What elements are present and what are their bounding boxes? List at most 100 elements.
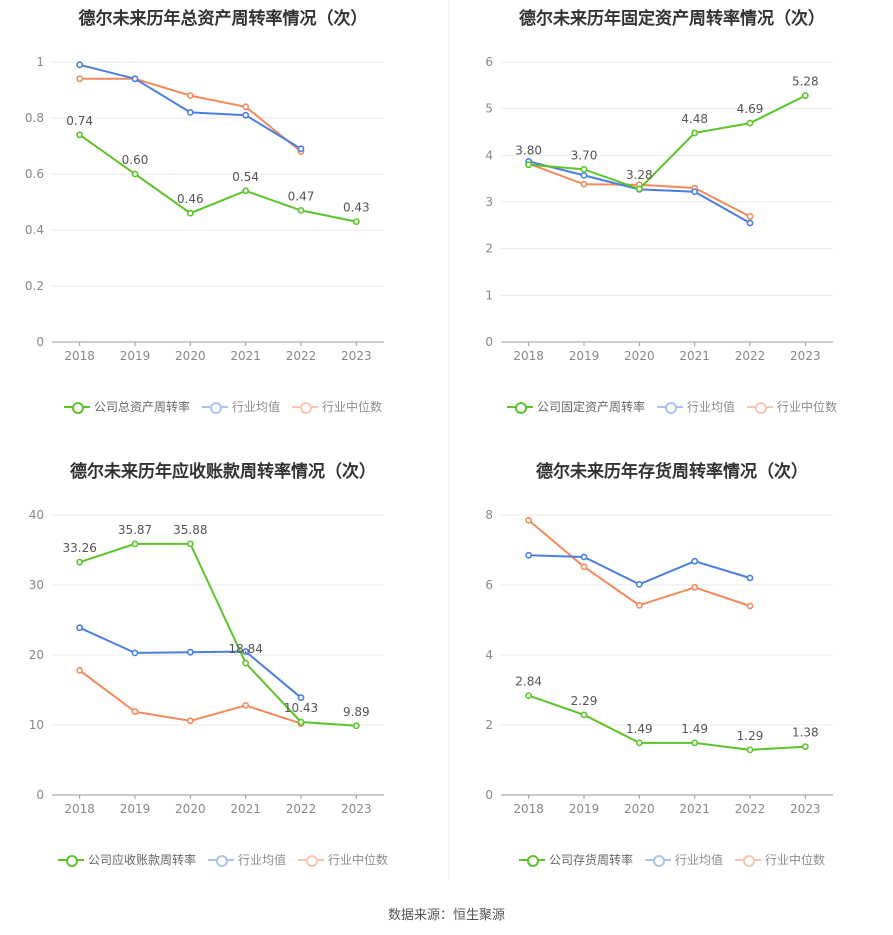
y-tick-label: 40 — [29, 508, 44, 522]
x-tick-label: 2019 — [120, 802, 151, 816]
legend-marker-icon — [298, 853, 324, 867]
legend-marker-icon — [518, 853, 545, 867]
data-source-note: 数据来源：恒生聚源 — [387, 908, 505, 923]
legend-label: 行业均值 — [231, 400, 280, 414]
legend-item-industry-median[interactable]: 行业中位数 — [735, 851, 825, 868]
legend-marker-icon — [747, 400, 773, 414]
data-label: 35.88 — [173, 523, 207, 537]
x-tick-label: 2019 — [569, 802, 600, 816]
legend-marker-icon — [63, 400, 90, 414]
company-point — [131, 540, 139, 548]
x-tick-label: 2022 — [735, 349, 766, 363]
x-tick-label: 2020 — [175, 349, 206, 363]
legend-item-company[interactable]: 公司固定资产周转率 — [506, 398, 645, 415]
industry-median-point — [525, 516, 533, 524]
industry-average-point — [580, 171, 588, 179]
industry-median-point — [580, 563, 588, 571]
y-tick-label: 0.2 — [25, 279, 44, 293]
data-label: 1.49 — [681, 722, 708, 736]
industry-average-point — [691, 557, 699, 565]
x-tick-label: 2020 — [624, 802, 655, 816]
y-tick-label: 3 — [485, 195, 493, 209]
line-chart: 0 1 2 3 4 5 6 2018 2019 2020 2021 2022 2023 3.80 3.70 3… — [485, 55, 833, 363]
x-tick-label: 2021 — [230, 802, 261, 816]
legend-item-industry-median[interactable]: 行业中位数 — [298, 851, 388, 868]
company-point — [525, 161, 533, 169]
data-label: 18.84 — [228, 642, 262, 656]
legend-item-industry-average[interactable]: 行业均值 — [207, 851, 286, 868]
company-point — [352, 218, 360, 225]
data-label: 0.46 — [177, 192, 204, 206]
company-point — [635, 185, 643, 193]
x-tick-label: 2019 — [569, 349, 600, 363]
x-tick-label: 2023 — [341, 349, 372, 363]
data-label: 0.60 — [122, 153, 149, 167]
y-tick-label: 0.4 — [25, 223, 44, 237]
y-tick-label: 1 — [485, 288, 493, 302]
legend-marker-icon — [644, 853, 671, 867]
industry-average-point — [525, 551, 533, 559]
legend-marker-icon — [57, 853, 84, 867]
data-label: 33.26 — [62, 541, 96, 555]
legend-item-industry-median[interactable]: 行业中位数 — [747, 398, 837, 415]
industry-median-point — [76, 75, 84, 83]
data-label: 3.70 — [571, 148, 598, 162]
company-point — [186, 540, 194, 548]
legend-item-industry-average[interactable]: 行业均值 — [656, 398, 735, 415]
data-label: 10.43 — [284, 701, 318, 715]
company-line — [528, 94, 806, 191]
industry-median-point — [131, 708, 139, 716]
x-tick-label: 2018 — [513, 802, 544, 816]
industry-average-point — [746, 219, 754, 227]
industry-average-point — [131, 75, 139, 83]
industry-median-point — [691, 584, 699, 591]
x-tick-label: 2020 — [175, 802, 206, 816]
y-tick-label: 10 — [29, 718, 44, 732]
y-tick-label: 2 — [485, 718, 493, 732]
industry-median-line — [79, 669, 302, 725]
legend-label: 公司存货周转率 — [548, 853, 633, 867]
y-tick-label: 0 — [36, 788, 44, 802]
legend-item-industry-median[interactable]: 行业中位数 — [292, 398, 382, 415]
x-tick-label: 2021 — [230, 349, 261, 363]
industry-average-point — [297, 694, 305, 702]
legend-label: 行业中位数 — [328, 853, 389, 867]
chart-panel-fixed-asset-turnover: 德尔未来历年固定资产周转率情况（次） 0 1 2 3 4 5 6 2018 2019 2020 20… — [449, 0, 893, 450]
legend-item-industry-average[interactable]: 行业均值 — [644, 851, 723, 868]
legend-label: 行业均值 — [237, 853, 286, 867]
legend-marker-icon — [656, 400, 683, 414]
x-tick-label: 2018 — [64, 802, 95, 816]
legend-item-company[interactable]: 公司应收账款周转率 — [57, 851, 196, 868]
industry-average-point — [297, 145, 305, 153]
industry-average-point — [76, 61, 84, 69]
data-label: 2.84 — [515, 675, 542, 689]
legend-label: 公司固定资产周转率 — [536, 400, 645, 414]
data-label: 3.80 — [515, 144, 542, 158]
x-tick-label: 2021 — [679, 349, 710, 363]
y-tick-label: 0 — [485, 335, 493, 349]
chart-legend: 公司应收账款周转率 行业均值 行业中位数 — [0, 851, 446, 868]
x-tick-label: 2022 — [286, 802, 317, 816]
y-tick-label: 6 — [485, 578, 493, 592]
legend-marker-icon — [201, 400, 228, 414]
chart-title: 德尔未来历年应收账款周转率情况（次） — [70, 462, 376, 482]
data-label: 1.29 — [737, 729, 764, 743]
company-line — [79, 542, 357, 727]
legend-item-industry-average[interactable]: 行业均值 — [201, 398, 280, 415]
industry-median-point — [242, 701, 250, 709]
legend-label: 行业中位数 — [765, 853, 826, 867]
legend-marker-icon — [735, 853, 761, 867]
company-line — [79, 133, 357, 223]
y-tick-label: 1 — [36, 55, 44, 69]
industry-median-point — [746, 213, 754, 220]
legend-label: 公司总资产周转率 — [93, 400, 190, 414]
data-label: 9.89 — [343, 705, 370, 719]
x-tick-label: 2018 — [64, 349, 95, 363]
legend-item-company[interactable]: 公司总资产周转率 — [63, 398, 190, 415]
chart-title: 德尔未来历年总资产周转率情况（次） — [78, 9, 368, 29]
industry-average-point — [131, 649, 139, 657]
legend-item-company[interactable]: 公司存货周转率 — [518, 851, 633, 868]
industry-average-line — [79, 63, 302, 150]
chart-panel-inventory-turnover: 德尔未来历年存货周转率情况（次） 0 2 4 6 8 2018 2019 2020 2021 20… — [449, 453, 893, 903]
x-tick-label: 2023 — [790, 349, 821, 363]
